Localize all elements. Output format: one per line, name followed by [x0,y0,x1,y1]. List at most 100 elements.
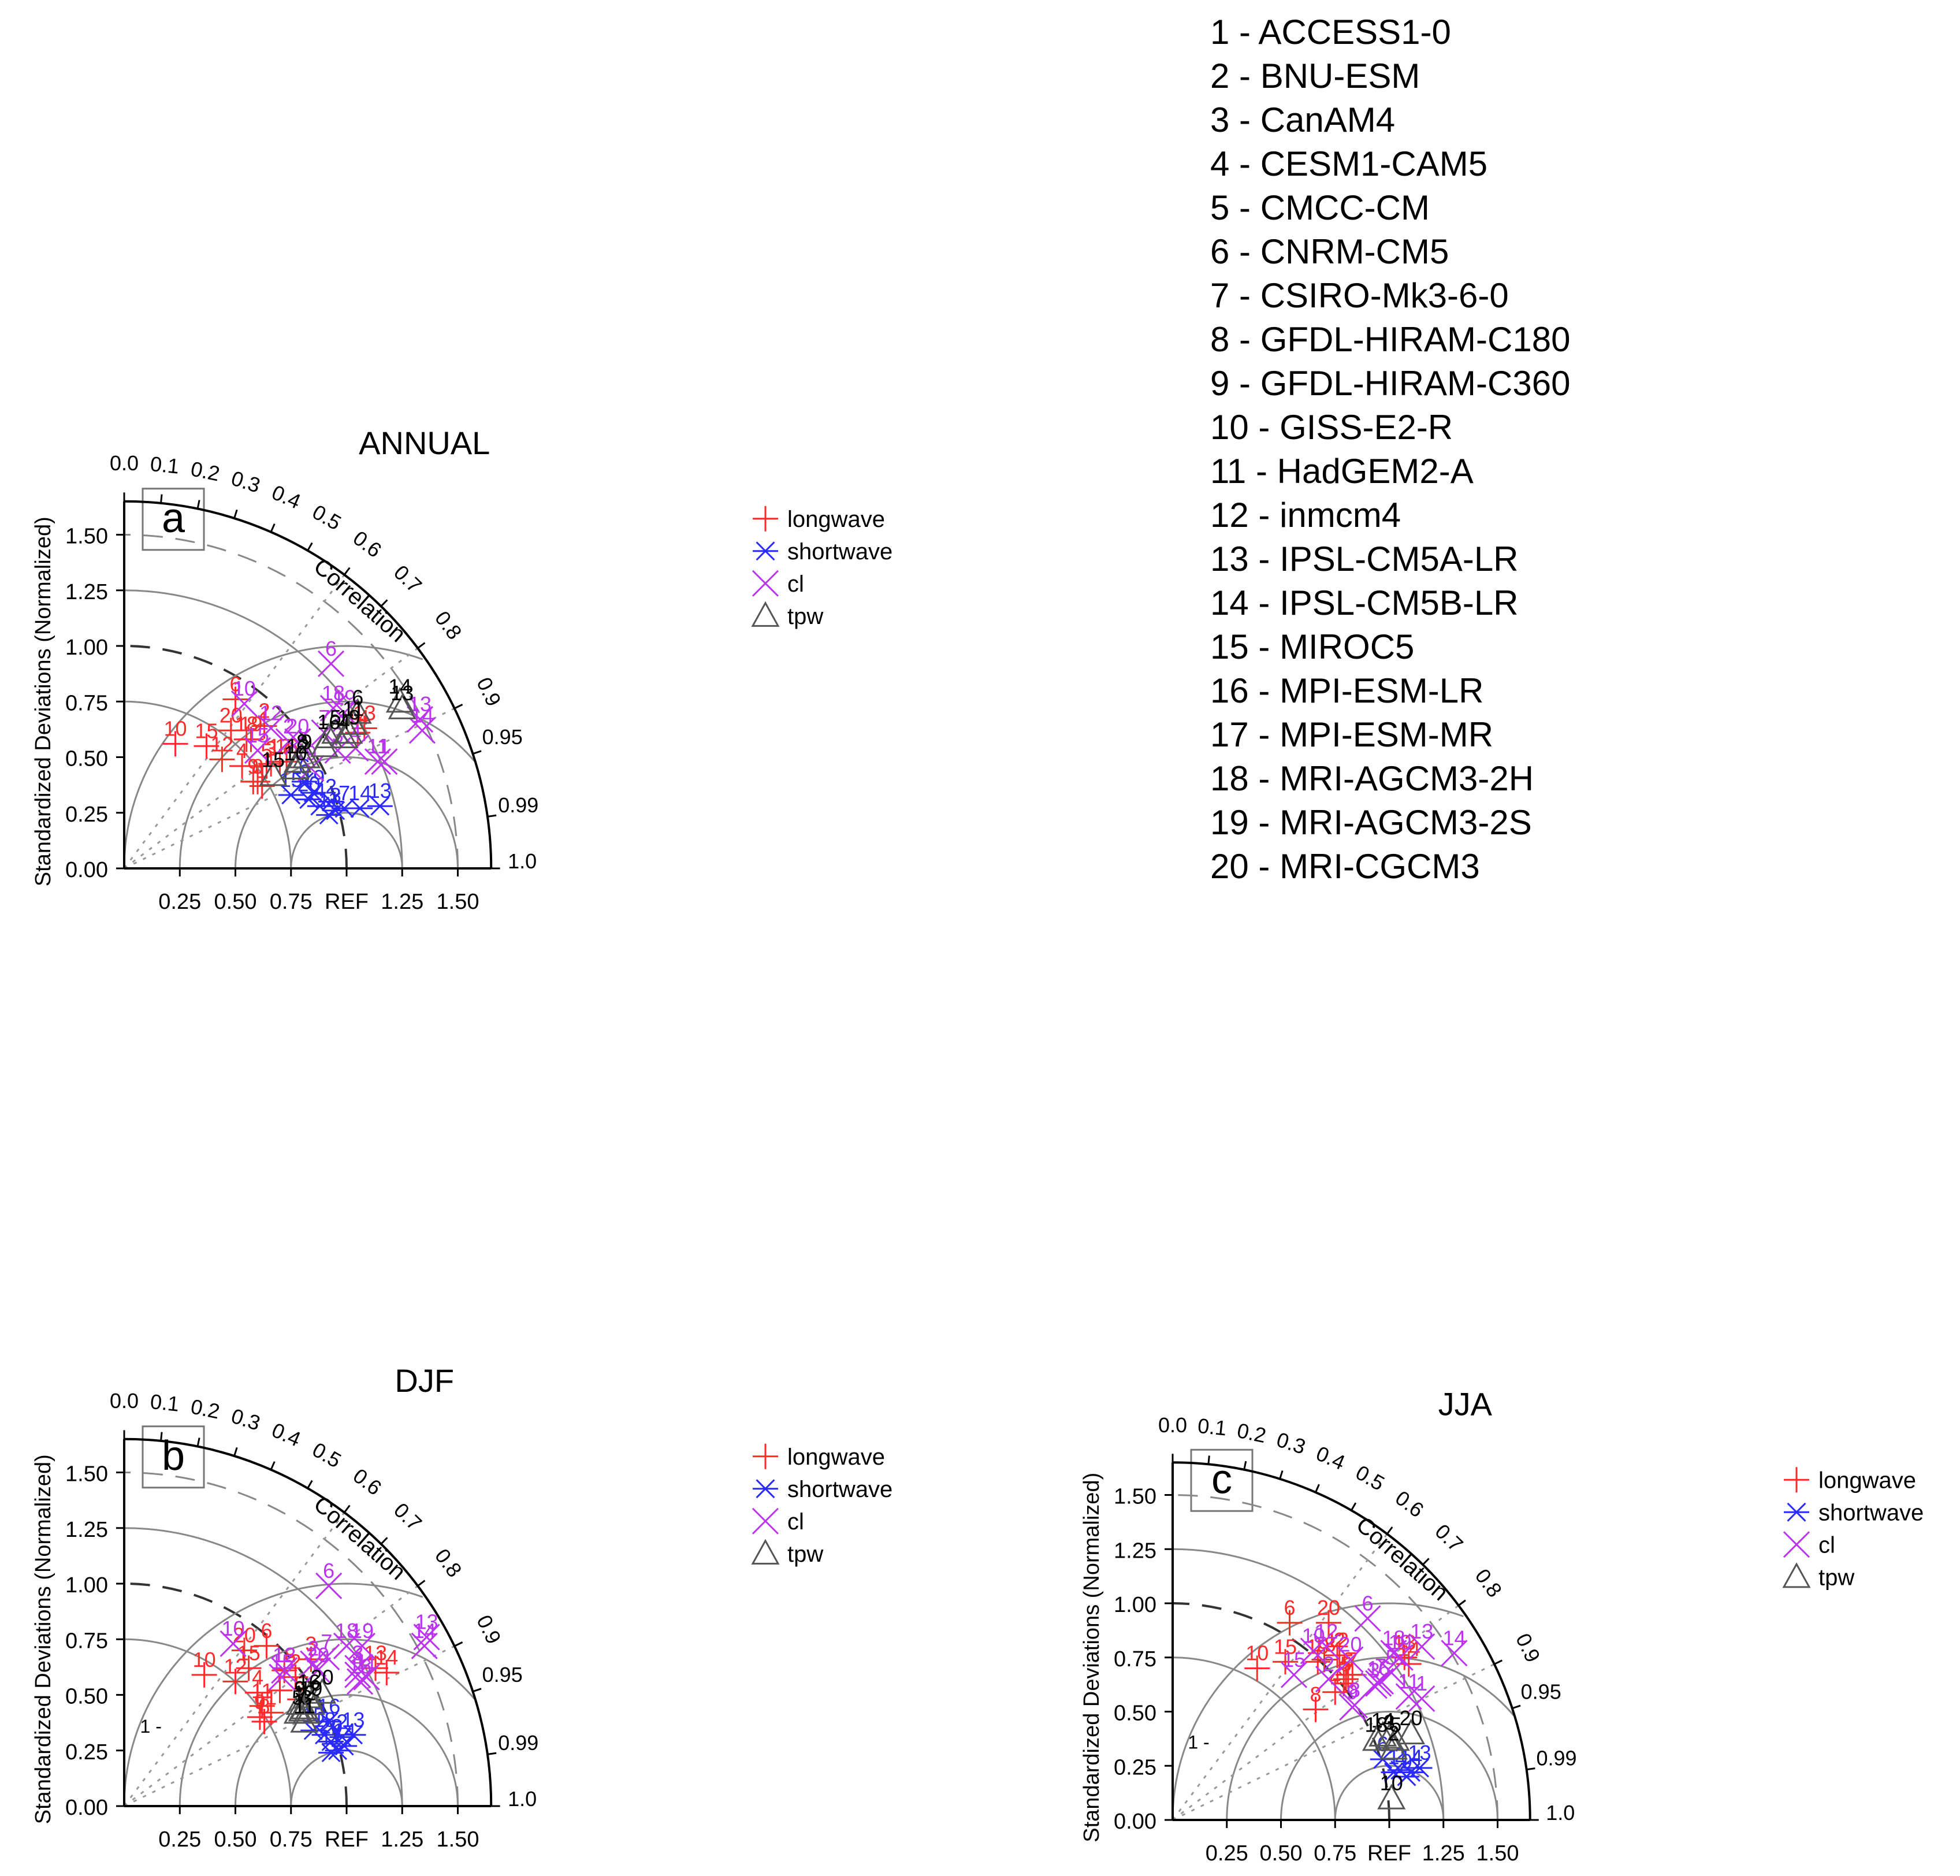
y-axis-label: Standardized Deviations (Normalized) [1080,1473,1104,1842]
legend-label: tpw [787,604,823,629]
shortwave-point-label: 13 [342,1708,365,1732]
shortwave-marker [1384,1763,1403,1782]
longwave-point-label: 12 [210,732,233,756]
model-item: 8GFDL-HIRAM-C180 [1210,318,1570,362]
model-item: 11HadGEM2-A [1210,450,1570,493]
tpw-marker [314,722,343,748]
model-item: 20MRI-CGCM3 [1210,845,1570,889]
longwave-point-label: 10 [193,1648,216,1671]
model-item: 12inmcm4 [1210,493,1570,537]
outer-arc [124,500,493,869]
rms-circle [1171,1602,1464,1821]
correlation-tick-label: 0.9 [472,1611,506,1648]
rms-circle [1280,1710,1498,1821]
cl-marker [313,1643,340,1671]
tpw-point-label: 15 [262,748,285,771]
model-item: 15MIROC5 [1210,625,1570,669]
y-tick-label: 0.75 [1114,1647,1156,1671]
panel-label: c [1211,1456,1232,1502]
shortwave-point-label: 14 [1399,1745,1422,1769]
shortwave-marker [344,1725,363,1745]
correlation-tick [343,1504,351,1513]
correlation-tick [160,494,163,504]
correlation-tick [454,1641,463,1647]
cl-point-label: 1 [378,734,390,758]
correlation-tick-label: 0.95 [482,1663,523,1686]
correlation-tick-label: 0.5 [308,500,345,535]
model-item: 6CNRM-CM5 [1210,230,1570,274]
y-tick-label: 0.00 [65,858,108,882]
outer-arc [1172,1461,1531,1821]
correlation-tick-label: 0.99 [1536,1746,1576,1770]
cl-point-label: 10 [233,677,256,700]
longwave-point-label: 4 [252,1666,263,1689]
cl-point-label: 10 [222,1617,245,1640]
cl-marker [230,690,258,718]
correlation-tick-label: 0.1 [149,1390,180,1416]
correlation-tick [487,814,497,818]
panel-label-box [142,1425,205,1489]
model-item: 5CMCC-CM [1210,186,1570,230]
y-tick-label: 0.50 [65,747,108,771]
cl-marker [300,1650,327,1677]
shortwave-marker [370,796,390,816]
longwave-point-label: 15 [1274,1634,1297,1658]
cl-marker [315,1572,343,1599]
longwave-point-label: 4 [236,739,248,763]
correlation-tick [454,704,463,709]
correlation-tick [1207,1455,1210,1465]
correlation-tick-label: 0.95 [482,725,523,749]
cl-marker [271,1657,298,1684]
cl-marker [220,1630,247,1658]
correlation-tick [1351,1502,1357,1511]
cl-marker [1386,1644,1414,1671]
cl-point-label: 20 [1338,1633,1362,1656]
tpw-point-label: 19 [337,705,360,729]
correlation-tick-label: 0.2 [189,456,222,485]
outer-arc [124,1437,493,1807]
cl-marker [344,1661,371,1688]
correlation-tick-label: 0.7 [1430,1520,1467,1556]
correlation-tick-label: 0.95 [1521,1680,1561,1703]
correlation-tick [270,523,276,533]
tpw-point-label: 11 [343,697,364,720]
tpw-marker [1381,1725,1410,1751]
correlation-tick-label: 0.8 [430,1544,467,1582]
cl-marker [752,570,779,597]
cl-marker [258,715,285,742]
correlation-tick [343,567,351,575]
correlation-tick-label: 0.1 [1196,1414,1228,1440]
cl-point-label: 15 [1282,1648,1306,1671]
correlation-tick [380,1537,388,1545]
correlation-tick [160,1432,163,1442]
cl-marker [317,650,345,677]
cl-marker [1337,1646,1364,1673]
longwave-point-label: 6 [229,672,241,696]
std-circle [124,589,403,869]
correlation-tick-label: 0.2 [189,1394,222,1423]
correlation-tick-label: 0.4 [1312,1442,1348,1475]
correlation-tick-label: 0.99 [498,1731,538,1755]
model-item: 13IPSL-CM5A-LR [1210,537,1570,581]
tpw-marker [288,1696,317,1722]
tpw-marker [751,601,780,627]
cl-point-label: 6 [323,1559,334,1582]
tpw-point-label: 18 [1364,1712,1388,1736]
correlation-tick [417,1580,426,1587]
legend-label: cl [1818,1532,1835,1558]
correlation-tick-label: 0.3 [228,1404,263,1435]
longwave-point-label: 6 [1284,1596,1295,1619]
shortwave-point-label: 13 [1408,1741,1431,1764]
tpw-marker [281,753,310,779]
cl-point-label: 15 [246,723,269,747]
cl-point-label: 14 [411,703,434,727]
x-tick-label: REF [1367,1841,1411,1866]
correlation-tick [1315,1484,1320,1493]
model-item: 10GISS-E2-R [1210,406,1570,450]
tpw-point-label: 20 [1399,1706,1422,1730]
y-tick-label: 1.25 [65,1518,108,1542]
tpw-point-label: 16 [297,1670,321,1693]
legend-label: cl [787,1509,804,1535]
tpw-point-label: 10 [1380,1771,1403,1795]
cl-marker [1315,1666,1342,1693]
